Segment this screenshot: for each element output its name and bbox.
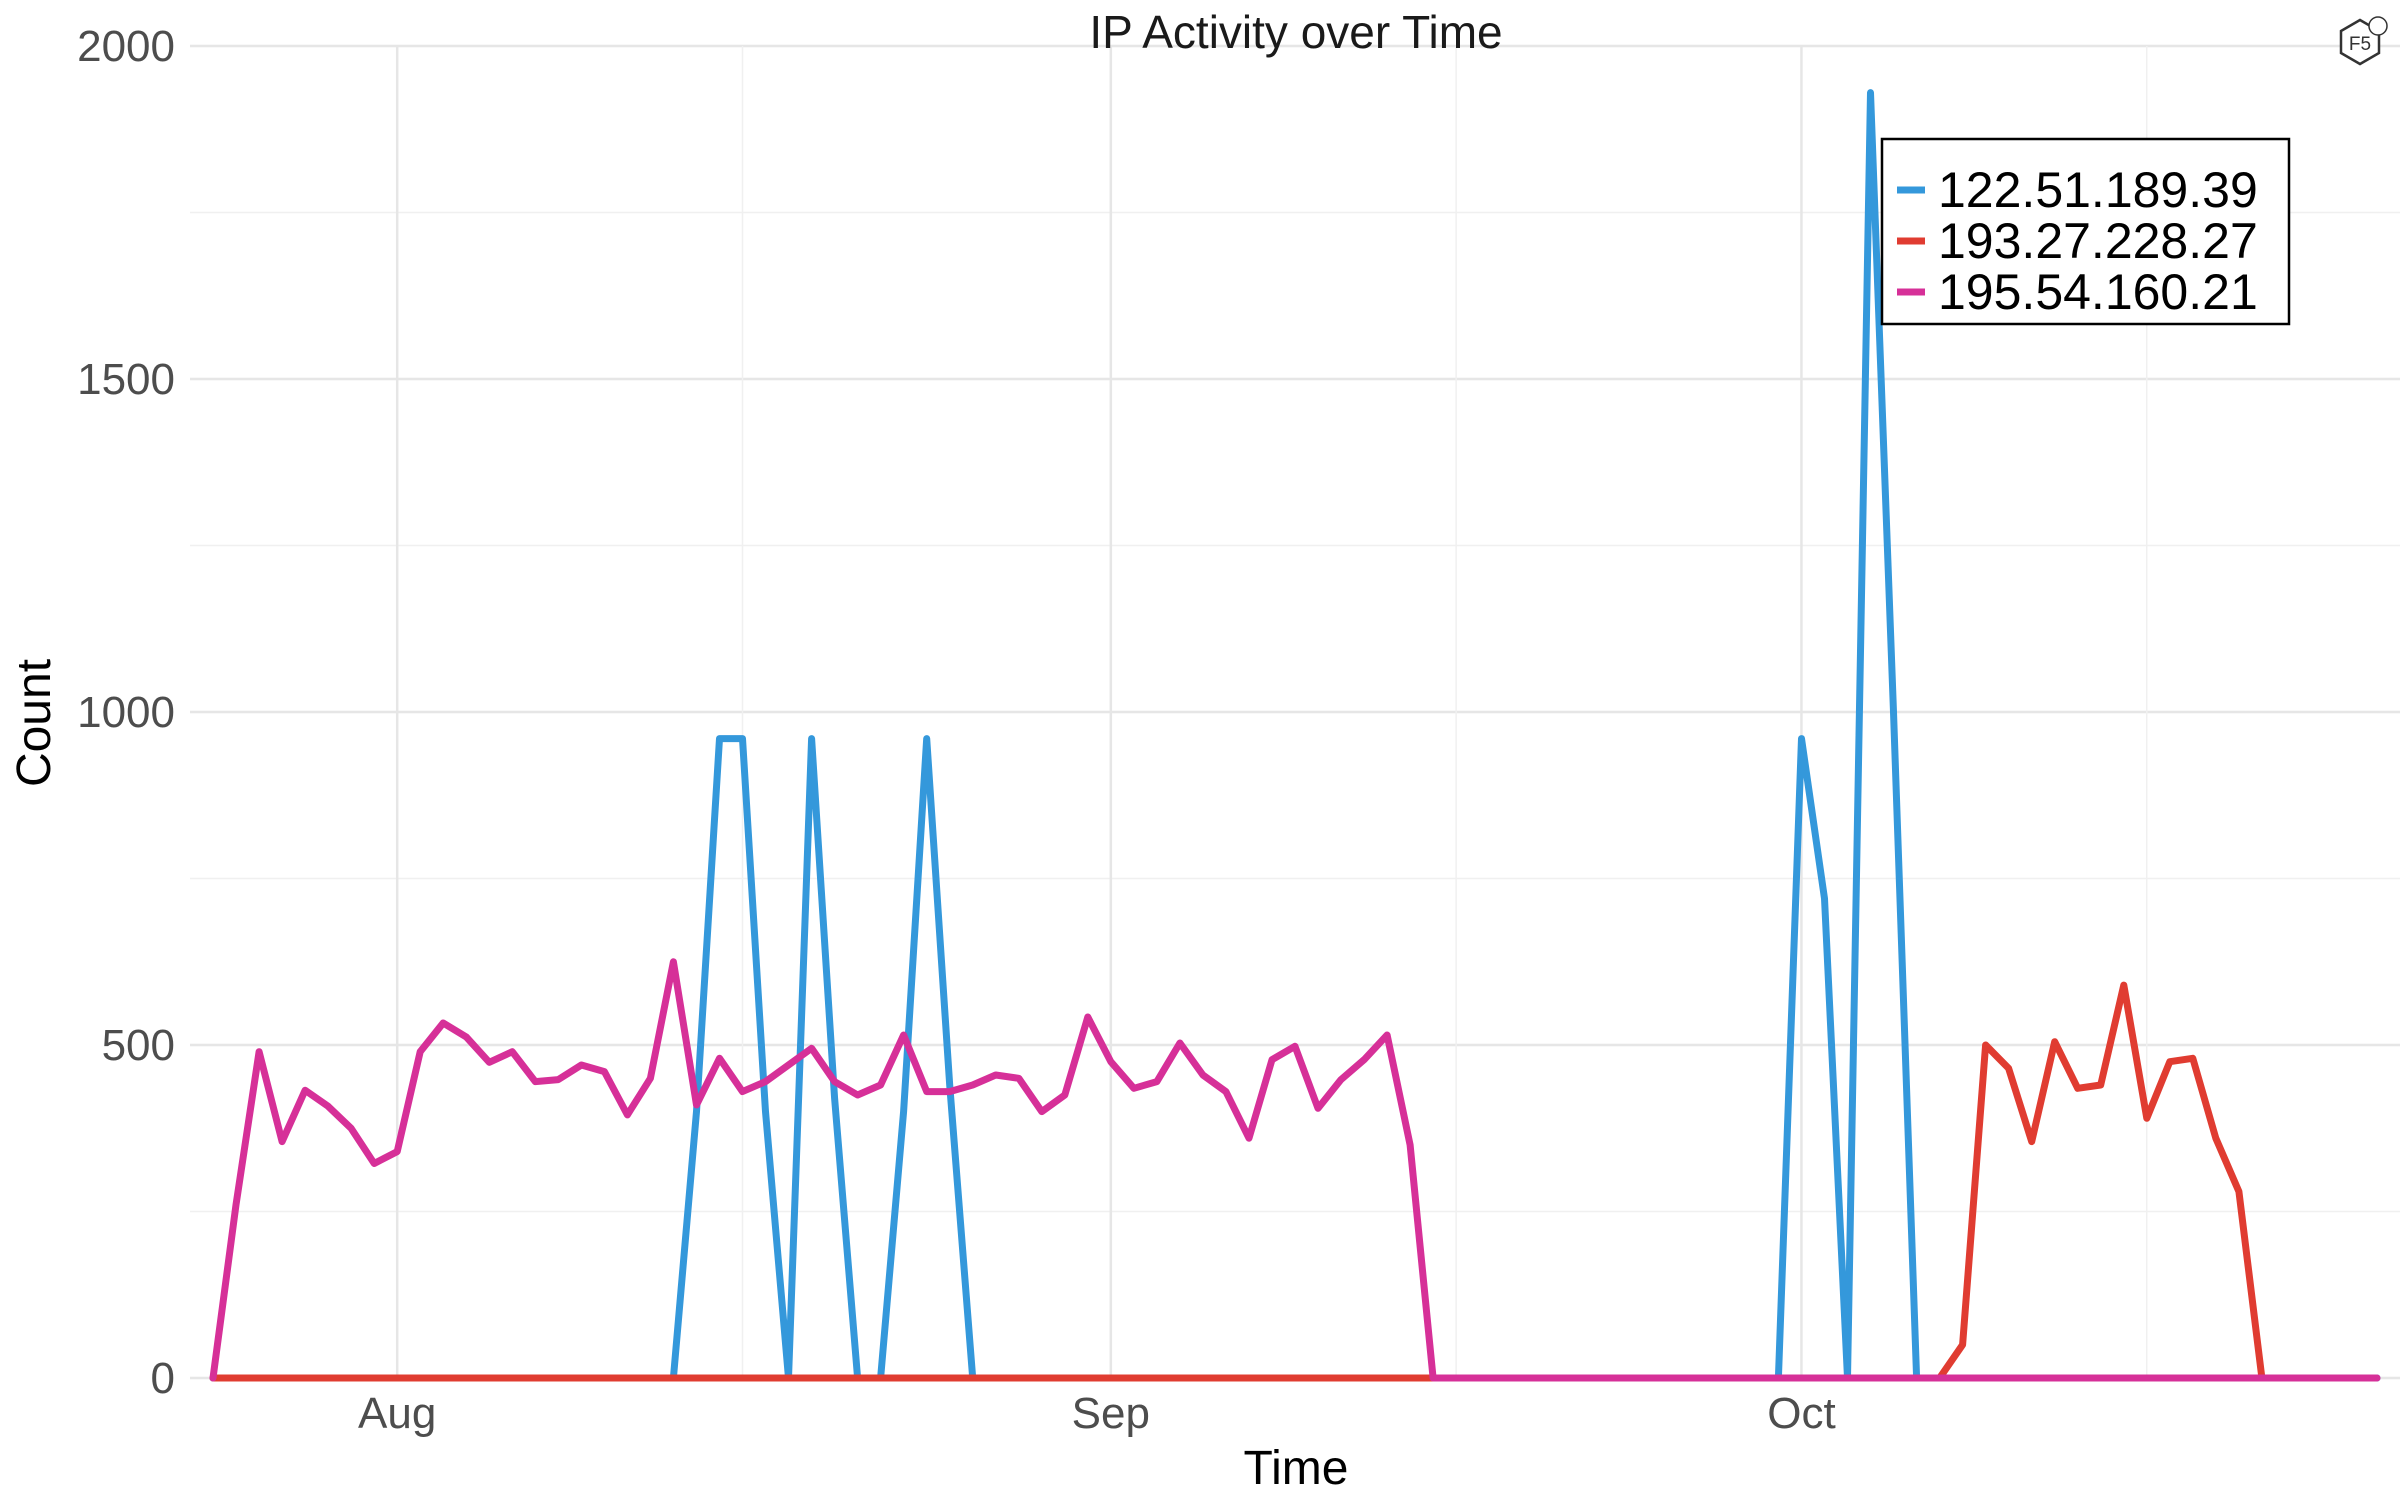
series-line-1 [209, 89, 2381, 1382]
y-tick-label: 1000 [77, 688, 175, 737]
legend-box [1880, 137, 2291, 326]
y-tick-label: 0 [151, 1354, 175, 1403]
chart-title: IP Activity over Time [1089, 6, 1502, 58]
logo-badge-icon [2368, 16, 2388, 36]
x-tick-label: Oct [1767, 1389, 1835, 1438]
x-axis-title: Time [1244, 1442, 1349, 1495]
y-tick-label: 1500 [77, 355, 175, 404]
legend-label: 195.54.160.21 [1938, 264, 2258, 320]
axis-ticks: 0 500 1000 1500 2000 Aug Sep Oct [77, 22, 1836, 1438]
series-lines [209, 89, 2381, 1382]
f5-logo: F5 [2339, 16, 2388, 66]
logo-text: F5 [2349, 34, 2371, 55]
legend-label: 122.51.189.39 [1938, 162, 2258, 218]
x-tick-label: Aug [358, 1389, 436, 1438]
x-tick-label: Sep [1072, 1389, 1150, 1438]
y-axis-title: Count [8, 659, 61, 787]
y-tick-label: 2000 [77, 22, 175, 71]
legend-label: 193.27.228.27 [1938, 213, 2258, 269]
y-tick-label: 500 [102, 1021, 175, 1070]
series-line-2 [209, 981, 2266, 1382]
series-line-3 [209, 958, 2381, 1382]
